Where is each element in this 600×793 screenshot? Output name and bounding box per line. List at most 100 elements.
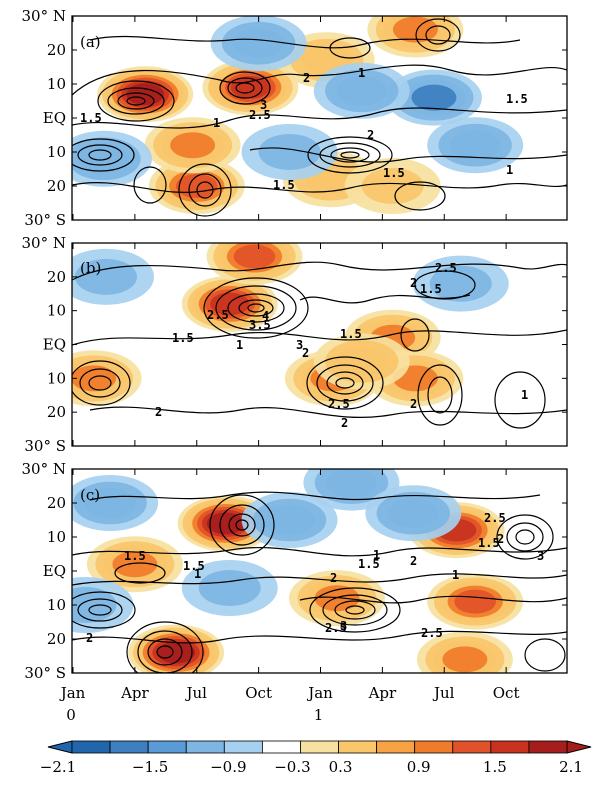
contour-label: 3.5: [249, 318, 271, 332]
colorbar-swatch: [223, 740, 263, 754]
x-tick-label: Apr: [368, 684, 397, 702]
contour-label: 2: [410, 276, 417, 290]
contour-label: 2.5: [207, 308, 229, 322]
contour-label: 1.5: [124, 549, 146, 563]
contour-label: 1: [506, 163, 513, 177]
colorbar-label: −2.1: [40, 758, 76, 776]
contour-label: 2: [410, 554, 417, 568]
contour-label: 3: [260, 98, 267, 112]
contour-label: 1: [358, 66, 365, 80]
year-label: 0: [66, 706, 76, 724]
cold-anomaly: [264, 505, 315, 535]
y-tick-label: EQ: [43, 336, 66, 354]
warm-anomaly: [454, 589, 496, 614]
x-tick-label: Jan: [59, 684, 86, 702]
panel-label: (a): [80, 33, 101, 51]
contour-label: 2: [303, 71, 310, 85]
y-tick-label: 20: [47, 630, 66, 648]
contour-label: 1.5: [80, 111, 102, 125]
contour-label: 1.5: [183, 559, 205, 573]
contour-labels-b: 2.5 2 1.5 2.5 4 3.5 3 2 1.5 1 1.5 2 2.5 …: [155, 261, 528, 430]
x-tick-label: Jul: [185, 684, 208, 702]
contour-label: 2.5: [249, 108, 271, 122]
y-tick-label: 10: [47, 596, 66, 614]
y-tick-label: 30° N: [22, 234, 66, 252]
panel-c: 1.5 1.5 1 2 1 1.5 2 1 2.5 1.5 2 3 2 2.5 …: [22, 460, 568, 682]
warm-anomaly: [170, 132, 216, 159]
y-tick-label: 30° S: [24, 437, 66, 455]
y-tick-label: 20: [47, 268, 66, 286]
contour-label: 2: [410, 397, 417, 411]
contour-line: [72, 329, 567, 346]
cold-anomaly: [233, 28, 284, 58]
cold-anomaly: [258, 134, 321, 170]
contour-label: 2: [86, 631, 93, 645]
contour-label: 1.5: [358, 557, 380, 571]
x-tick-label: Oct: [493, 684, 520, 702]
contour-line: [89, 491, 541, 501]
cold-anomaly: [75, 258, 137, 295]
contour-line: [72, 64, 567, 96]
colorbar: −2.1 −1.5 −0.9 −0.3 0.3 0.9 1.5 2.1: [40, 740, 592, 776]
cold-anomaly: [429, 265, 492, 302]
warm-anomaly: [206, 512, 245, 535]
cold-anomaly: [198, 570, 261, 606]
colorbar-swatch: [528, 740, 568, 754]
colorbar-label: 0.9: [407, 758, 431, 776]
panel-label: (c): [80, 486, 100, 504]
contour-line: [72, 547, 567, 557]
contour-line: [249, 147, 567, 163]
cold-anomaly: [411, 84, 457, 111]
warm-anomaly: [112, 551, 158, 578]
y-tick-label: 10: [47, 143, 66, 161]
warm-anomaly: [336, 346, 388, 377]
contour-label: 2.5: [325, 621, 347, 635]
panel-a: 1.5 1 2 1 2.5 3 1.5 2 1.5 1 1.5 (a) 30° …: [22, 7, 568, 229]
cold-anomaly: [449, 130, 501, 160]
contours-b: [72, 261, 567, 429]
y-tick-label: 20: [47, 41, 66, 59]
y-tick-label: 30° S: [24, 664, 66, 682]
colorbar-swatch: [147, 740, 187, 754]
colorbar-swatch: [109, 740, 149, 754]
cold-anomaly: [388, 498, 439, 528]
contour-label: 2: [497, 532, 504, 546]
contour-label: 1: [373, 548, 380, 562]
contour-label: 4: [262, 309, 269, 323]
contour-labels-c: 1.5 1.5 1 2 1 1.5 2 1 2.5 1.5 2 3 2 2.5 …: [86, 511, 544, 645]
contour-line: [72, 261, 567, 281]
y-tick-label: EQ: [43, 562, 66, 580]
contour-label: 1.5: [478, 536, 500, 550]
contour-label: 1: [521, 388, 528, 402]
colorbar-swatch: [300, 740, 339, 754]
colorbar-swatch: [71, 740, 111, 754]
contour-label: 2.5: [421, 626, 443, 640]
panel-label: (b): [80, 259, 101, 277]
contour-label: 2: [367, 128, 374, 142]
x-tick-label: Apr: [120, 684, 149, 702]
colorbar-swatch: [452, 740, 492, 754]
contour-label: 3: [340, 619, 347, 633]
panel-b: 2.5 2 1.5 2.5 4 3.5 3 2 1.5 1 1.5 2 2.5 …: [22, 234, 568, 455]
contours-a: [72, 18, 567, 217]
contour-label: 1: [236, 338, 243, 352]
colorbar-swatch: [490, 740, 530, 754]
colorbar-arrow-left: [47, 740, 73, 754]
warm-anomaly: [72, 365, 117, 392]
contour-label: 2: [155, 405, 162, 419]
colorbar-label: 0.3: [329, 758, 353, 776]
contour-label: 1: [452, 568, 459, 582]
x-ticks-c: [72, 469, 507, 673]
colorbar-swatch: [261, 740, 301, 754]
y-tick-label: 30° N: [22, 460, 66, 478]
contour-label: 2: [341, 416, 348, 430]
colorbar-arrow-right: [566, 740, 592, 754]
field-b: [72, 243, 509, 407]
x-tick-label: Jan: [306, 684, 333, 702]
cold-anomaly: [84, 488, 136, 518]
y-axis-b: 30° N 20 10 EQ 10 20 30° S: [22, 234, 567, 455]
cold-anomaly: [336, 76, 388, 106]
contour-label: 1.5: [340, 327, 362, 341]
contour-line: [72, 630, 567, 644]
year-label: 1: [314, 706, 324, 724]
